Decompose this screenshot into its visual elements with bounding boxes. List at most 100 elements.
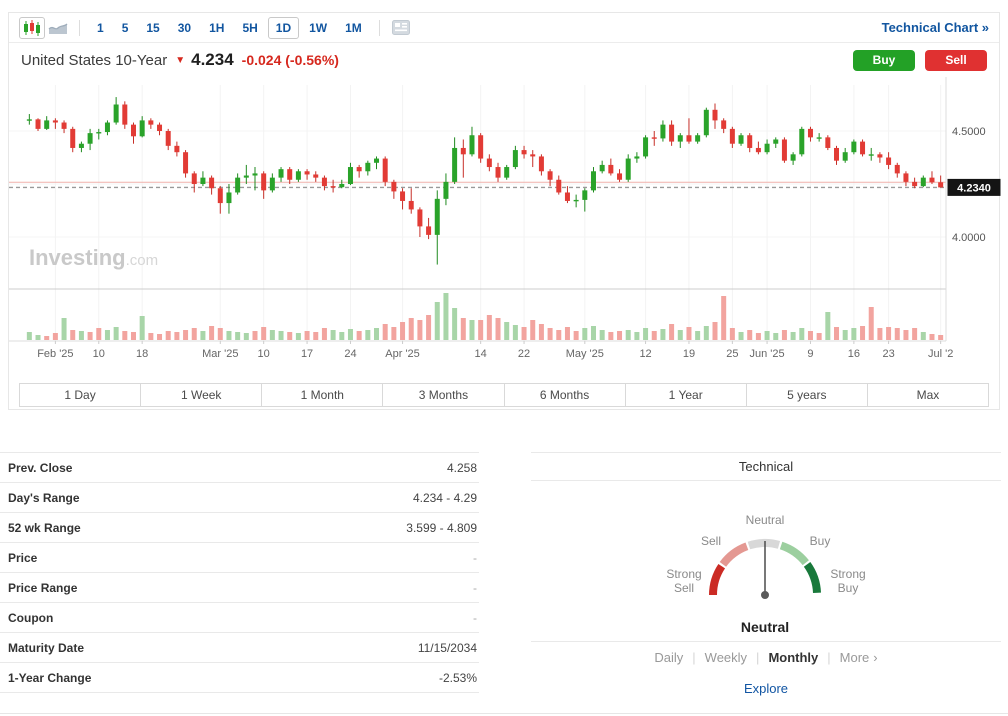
timeframe-30[interactable]: 30 [177,20,192,35]
range-1-year[interactable]: 1 Year [626,384,747,406]
stat-label: Day's Range [8,490,80,505]
gauge-label-sell: Sell [700,534,722,549]
tab-weekly[interactable]: Weekly [704,650,748,665]
stat-label: Maturity Date [8,640,85,655]
table-row: Coupon - [0,603,479,633]
stat-value: -2.53% [438,670,477,685]
table-row: Price Range - [0,573,479,603]
svg-text:22: 22 [518,348,530,360]
svg-text:Jun '25: Jun '25 [750,348,785,360]
toolbar-divider [79,19,80,36]
stat-label: Prev. Close [8,460,73,475]
last-price: 4.234 [191,50,234,69]
timeframe-5[interactable]: 5 [121,20,129,35]
table-row: Price - [0,543,479,573]
svg-text:4.5000: 4.5000 [952,126,986,138]
timeframe-1[interactable]: 1 [97,20,104,35]
quote-panel-icon[interactable] [388,17,414,39]
svg-text:17: 17 [301,348,313,360]
instrument-title: United States 10-Year [21,51,168,69]
range-selector: 1 Day 1 Week 1 Month 3 Months 6 Months 1 Year… [19,383,989,407]
stat-value: 3.599 - 4.809 [406,520,477,535]
sell-button[interactable]: Sell [925,49,987,71]
price-change: -0.024 (-0.56%) [241,52,339,68]
svg-text:10: 10 [93,348,105,360]
technical-chart-link[interactable]: Technical Chart » [881,20,989,35]
table-row: Prev. Close 4.258 [0,453,479,483]
range-3-months[interactable]: 3 Months [383,384,505,406]
chart-toolbar: 1 5 15 30 1H 5H 1D 1W 1M Technical Chart » [9,13,999,43]
svg-text:25: 25 [726,348,738,360]
tab-monthly[interactable]: Monthly [768,650,819,665]
toolbar-divider [378,19,380,36]
svg-text:May '25: May '25 [566,348,604,360]
instrument-header: United States 10-Year ▼ 4.234 -0.024 (-0… [9,43,999,77]
range-max[interactable]: Max [916,388,940,402]
range-1-day[interactable]: 1 Day [20,384,142,406]
range-5-years[interactable]: 5 years [747,384,868,406]
range-1-week[interactable]: 1 Week [141,384,263,406]
technical-header: Technical [531,453,1001,481]
svg-text:Apr '25: Apr '25 [385,348,420,360]
svg-text:12: 12 [639,348,651,360]
gauge-label-neutral: Neutral [745,513,785,528]
table-row: 1-Year Change -2.53% [0,663,479,693]
stat-label: Price Range [8,580,78,595]
area-chart-type-icon[interactable] [45,17,71,39]
investing-watermark: Investing.com [29,245,158,270]
svg-text:Mar '25: Mar '25 [202,348,238,360]
stat-label: 52 wk Range [8,520,81,535]
svg-text:16: 16 [848,348,860,360]
svg-text:10: 10 [258,348,270,360]
tab-daily[interactable]: Daily [654,650,684,665]
timeframe-1d[interactable]: 1D [267,16,300,39]
price-down-arrow-icon: ▼ [175,54,186,66]
chevron-right-icon: › [873,650,878,665]
stat-value: - [473,550,477,565]
svg-text:Jul '2: Jul '2 [928,348,953,360]
tab-separator: | [756,650,760,665]
svg-text:18: 18 [136,348,148,360]
chart-card: 1 5 15 30 1H 5H 1D 1W 1M Technical Chart » Unite… [8,12,1001,410]
gauge-label-buy: Buy [809,534,831,549]
timeframe-1h[interactable]: 1H [209,20,225,35]
instrument-stats-table: Prev. Close 4.258 Day's Range 4.234 - 4.29 5… [0,452,479,693]
buy-button[interactable]: Buy [853,49,915,71]
svg-text:24: 24 [344,348,356,360]
stat-value: 4.258 [446,460,477,475]
range-6-months[interactable]: 6 Months [505,384,626,406]
timeframe-1w[interactable]: 1W [309,20,328,35]
technical-verdict: Neutral [740,619,790,635]
svg-text:4.0000: 4.0000 [952,232,986,244]
tab-separator: | [827,650,831,665]
stat-value: 11/15/2034 [417,640,477,655]
svg-text:23: 23 [882,348,894,360]
technical-gauge [709,538,821,599]
tab-more[interactable]: More › [839,650,878,665]
stat-label: 1-Year Change [8,670,92,685]
table-row: Day's Range 4.234 - 4.29 [0,483,479,513]
explore-link[interactable]: Explore [743,681,789,696]
candlestick-chart-type-icon[interactable] [19,16,45,39]
table-row: Maturity Date 11/15/2034 [0,633,479,663]
stat-label: Price [8,550,38,565]
svg-text:Feb '25: Feb '25 [37,348,73,360]
timeframe-15[interactable]: 15 [146,20,160,35]
svg-text:19: 19 [683,348,695,360]
svg-text:4.2340: 4.2340 [957,182,991,194]
stat-value: - [473,610,477,625]
stat-value: 4.234 - 4.29 [412,490,477,505]
range-1-month[interactable]: 1 Month [262,384,384,406]
svg-text:14: 14 [475,348,487,360]
divider [531,641,1001,642]
candlestick-price-chart[interactable]: Feb '25 10 18 Mar '25 10 17 24 Apr '25 14 22 May '… [9,77,1001,369]
technical-tabs: Daily | Weekly | Monthly | More › [531,650,1001,665]
stat-value: - [473,580,477,595]
tab-separator: | [692,650,696,665]
gauge-label-strong-sell: Strong Sell [666,567,702,595]
section-divider [0,713,1008,714]
timeframe-1m[interactable]: 1M [345,20,362,35]
timeframe-5h[interactable]: 5H [242,20,258,35]
timeframe-group: 1 5 15 30 1H 5H 1D 1W 1M [88,16,371,39]
stat-label: Coupon [8,610,54,625]
